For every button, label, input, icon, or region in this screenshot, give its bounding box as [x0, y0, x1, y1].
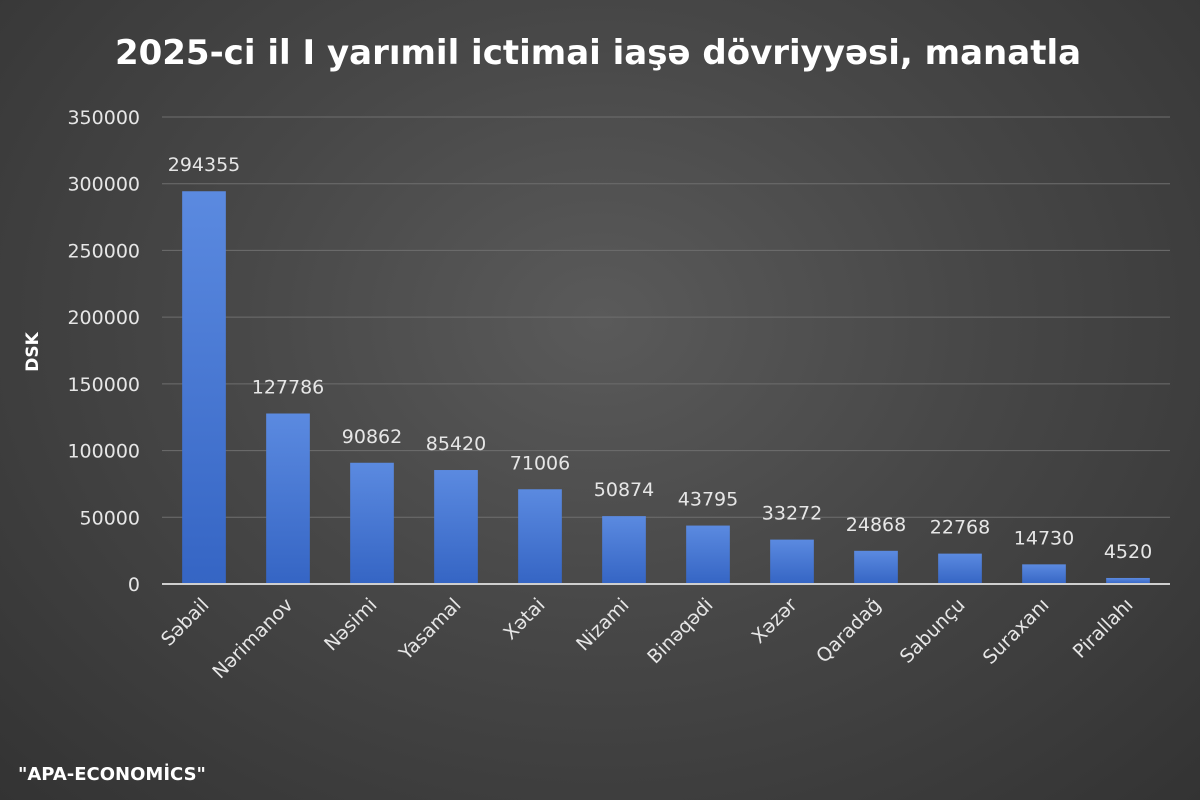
y-tick-label: 100000	[67, 441, 140, 463]
x-tick-label: Səbail	[157, 594, 214, 651]
bar	[686, 525, 730, 584]
data-label: 294355	[168, 154, 241, 176]
data-label: 22768	[930, 517, 990, 539]
bar	[350, 462, 394, 584]
y-tick-label: 0	[128, 574, 140, 596]
bar	[266, 413, 310, 584]
x-tick-label: Qaradağ	[812, 594, 885, 667]
data-label: 43795	[678, 489, 738, 511]
y-axis-label: DSK	[23, 331, 43, 371]
x-tick-label: Xəzər	[748, 594, 802, 648]
bar	[770, 539, 814, 584]
data-label: 85420	[426, 433, 486, 455]
bar	[518, 489, 562, 584]
data-label: 14730	[1014, 527, 1074, 549]
chart-title: 2025-ci il I yarımil ictimai iaşə dövriy…	[115, 33, 1081, 73]
source-label: "APA-ECONOMİCS"	[18, 763, 206, 785]
bar	[854, 550, 898, 584]
x-tick-label: Nərimanov	[208, 594, 297, 683]
bar	[938, 553, 982, 584]
x-tick-label: Binəqədi	[643, 594, 717, 668]
bar	[602, 516, 646, 584]
data-label: 127786	[252, 376, 325, 398]
data-label: 71006	[510, 452, 570, 474]
bar	[182, 191, 226, 584]
gridlines	[162, 116, 1170, 518]
data-label: 33272	[762, 503, 822, 525]
y-tick-label: 200000	[67, 307, 140, 329]
y-tick-label: 250000	[67, 240, 140, 262]
bar	[434, 470, 478, 584]
y-tick-label: 50000	[80, 507, 140, 529]
y-tick-label: 150000	[67, 374, 140, 396]
y-tick-label: 300000	[67, 174, 140, 196]
y-tick-label: 350000	[67, 107, 140, 129]
data-label: 4520	[1104, 541, 1152, 563]
y-axis-ticks: 0 50000 100000 150000 200000 250000 300000 3500…	[67, 107, 140, 596]
data-label: 50874	[594, 479, 654, 501]
x-tick-label: Pirallahı	[1069, 594, 1138, 663]
x-tick-label: Xətai	[499, 594, 549, 644]
bars	[182, 191, 1150, 584]
bar	[1022, 564, 1066, 584]
x-tick-label: Sabunçu	[896, 594, 970, 668]
data-label: 24868	[846, 514, 906, 536]
x-tick-label: Nizami	[572, 594, 633, 655]
x-tick-label: Nəsimi	[320, 594, 381, 655]
data-labels: 294355 127786 90862 85420 71006 50874 43795 332…	[168, 154, 1152, 563]
data-label: 90862	[342, 426, 402, 448]
x-tick-label: Yasamal	[394, 594, 465, 665]
x-tick-label: Suraxanı	[979, 594, 1054, 669]
bar	[1106, 577, 1150, 584]
